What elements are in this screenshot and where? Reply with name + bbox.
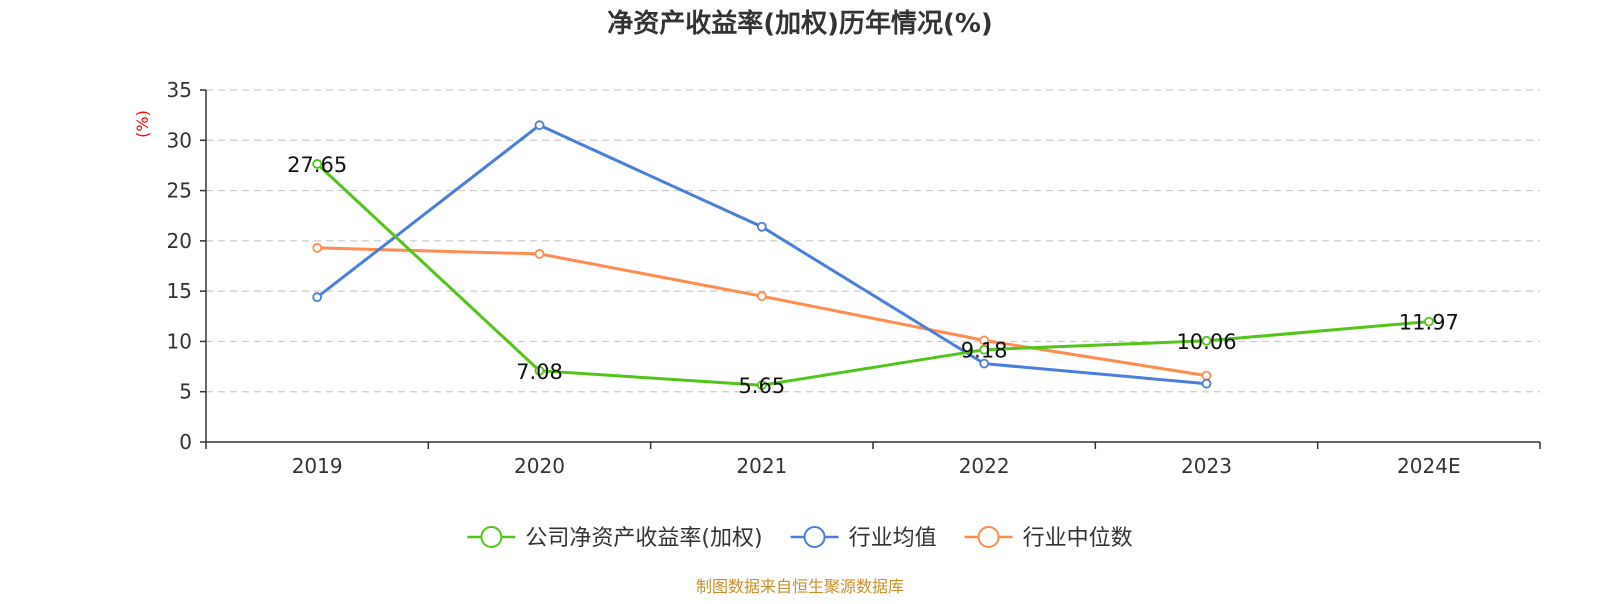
legend-marker <box>977 526 1000 548</box>
data-point <box>1201 335 1212 346</box>
legend-marker <box>803 526 826 548</box>
x-tick-label: 2022 <box>959 454 1010 478</box>
x-tick-label: 2021 <box>736 454 787 478</box>
data-point <box>756 221 767 232</box>
source-note: 制图数据来自恒生聚源数据库 <box>696 577 904 596</box>
y-tick-label: 5 <box>179 380 192 404</box>
y-tick-label: 10 <box>167 329 192 353</box>
data-point <box>1201 370 1212 381</box>
x-tick-label: 2023 <box>1181 454 1232 478</box>
legend-marker <box>480 526 503 548</box>
series-layer <box>312 120 1434 391</box>
data-label-layer: 27.65 7.08 5.65 9.18 10.06 11.97 <box>287 153 1459 398</box>
x-tick-label: 2024E <box>1397 454 1461 478</box>
legend-label: 行业中位数 <box>1023 526 1133 551</box>
y-tick-label: 30 <box>167 128 192 152</box>
data-point <box>312 242 323 253</box>
data-point <box>1201 378 1212 389</box>
legend-label: 公司净资产收益率(加权) <box>525 526 762 551</box>
data-label: 7.08 <box>516 360 563 384</box>
series-line <box>317 246 1207 378</box>
y-tick-label: 35 <box>167 78 192 102</box>
data-point <box>534 249 545 259</box>
y-tick-label: 20 <box>167 229 192 253</box>
y-tick-label: 15 <box>167 279 192 303</box>
data-point <box>312 159 323 169</box>
data-point <box>979 344 990 355</box>
data-point <box>979 335 990 346</box>
legend-item: 行业中位数 <box>964 526 1133 551</box>
series-line <box>316 162 1429 387</box>
legend-item: 行业均值 <box>790 526 937 551</box>
data-label: 10.06 <box>1176 330 1236 354</box>
y-axis-label: (%) <box>133 110 152 138</box>
data-point <box>534 120 545 131</box>
data-label: 27.65 <box>287 153 347 177</box>
legend-label: 行业均值 <box>849 526 937 551</box>
data-point <box>1423 316 1434 327</box>
legend: 公司净资产收益率(加权) 行业均值 行业中位数 <box>467 526 1133 551</box>
axis-layer: 0 5 10 15 20 25 30 35 2019 2020 2021 2022 2023 2024E <box>167 78 1541 478</box>
legend-item: 公司净资产收益率(加权) <box>467 526 763 551</box>
grid-layer <box>206 89 1540 393</box>
data-label: 5.65 <box>738 374 785 398</box>
data-point <box>312 292 323 303</box>
chart-title: 净资产收益率(加权)历年情况(%) <box>607 8 993 39</box>
data-point <box>979 358 990 369</box>
data-point <box>534 365 545 376</box>
y-tick-label: 25 <box>167 179 192 203</box>
data-point <box>756 291 767 302</box>
x-tick-label: 2019 <box>292 454 343 478</box>
data-point <box>756 380 767 391</box>
y-tick-label: 0 <box>179 430 192 454</box>
x-tick-label: 2020 <box>514 454 565 478</box>
data-label: 11.97 <box>1399 311 1459 335</box>
data-label: 9.18 <box>961 339 1008 363</box>
